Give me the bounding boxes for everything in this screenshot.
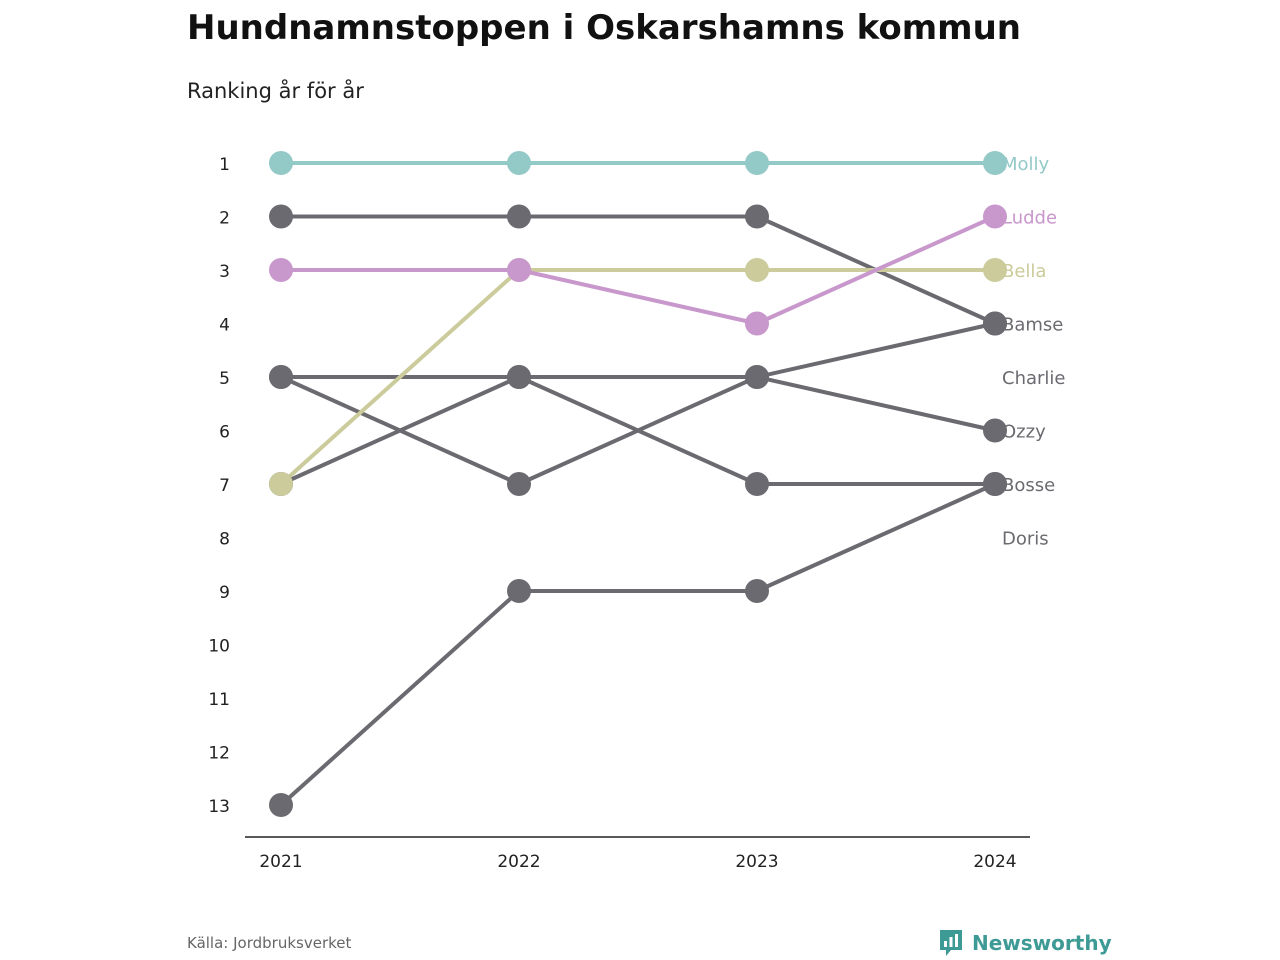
series-point-bamse	[269, 204, 293, 229]
series-line-doris	[279, 482, 997, 807]
y-tick-label: 1	[219, 155, 230, 175]
end-label-ozzy: Ozzy	[1002, 422, 1046, 443]
chart-title: Hundnamnstoppen i Oskarshamns kommun	[187, 8, 1021, 48]
series-point-ludde	[507, 258, 531, 282]
y-tick-label: 11	[208, 690, 230, 710]
y-tick-label: 8	[219, 530, 230, 550]
y-tick-label: 4	[219, 316, 230, 336]
series-point-charlie	[507, 472, 531, 496]
y-tick-label: 10	[208, 637, 230, 657]
series-points	[269, 151, 1007, 817]
series-point-bamse	[507, 204, 531, 229]
series-point-doris	[507, 579, 531, 603]
y-tick-label: 2	[219, 209, 230, 229]
y-tick-label: 3	[219, 262, 230, 282]
end-label-bamse: Bamse	[1002, 315, 1063, 336]
x-tick-label: 2022	[497, 852, 540, 872]
y-tick-label: 13	[208, 797, 230, 817]
end-label-molly: Molly	[1002, 154, 1050, 175]
newsworthy-logo-icon	[940, 930, 962, 956]
series-point-charlie	[745, 365, 769, 389]
y-tick-label: 5	[219, 369, 230, 389]
end-label-bella: Bella	[1002, 261, 1046, 282]
series-point-bella	[983, 258, 1007, 282]
end-label-bosse: Bosse	[1002, 475, 1055, 496]
series-line-charlie	[279, 321, 997, 486]
y-tick-label: 6	[219, 423, 230, 443]
series-point-ludde	[269, 258, 293, 282]
series-point-bella	[745, 258, 769, 282]
series-point-charlie	[269, 365, 293, 389]
series-point-doris	[269, 793, 293, 817]
x-axis-ticks: 2021 2022 2023 2024	[259, 852, 1016, 872]
y-tick-label: 12	[208, 744, 230, 764]
series-point-bamse	[745, 204, 769, 229]
series-point-bosse	[745, 472, 769, 496]
end-label-ludde: Ludde	[1002, 208, 1057, 229]
y-tick-label: 7	[219, 476, 230, 496]
series-point-bosse	[983, 472, 1007, 496]
source-note: Källa: Jordbruksverket	[187, 934, 352, 952]
series-point-ozzy	[507, 365, 531, 389]
x-tick-label: 2024	[973, 852, 1016, 872]
series-point-bella	[269, 472, 293, 496]
x-tick-label: 2023	[735, 852, 778, 872]
series-point-molly	[983, 151, 1007, 175]
end-label-charlie: Charlie	[1002, 368, 1065, 389]
series-line-ludde	[279, 214, 997, 326]
series-point-doris	[745, 579, 769, 603]
series-point-bamse	[983, 311, 1007, 336]
brand-name: Newsworthy	[972, 931, 1112, 955]
y-tick-label: 9	[219, 583, 230, 603]
brand-logo[interactable]: Newsworthy	[938, 928, 1112, 958]
series-lines	[279, 161, 997, 807]
x-tick-label: 2021	[259, 852, 302, 872]
series-point-molly	[745, 151, 769, 175]
series-point-ozzy	[983, 418, 1007, 443]
series-point-ludde	[745, 311, 769, 336]
end-labels: Molly Ludde Bella Bamse Charlie Ozzy Bosse Dori…	[1002, 154, 1065, 550]
chart-subtitle: Ranking år för år	[187, 79, 364, 103]
series-point-ludde	[983, 204, 1007, 229]
series-point-molly	[269, 151, 293, 175]
series-point-molly	[507, 151, 531, 175]
end-label-doris: Doris	[1002, 529, 1049, 550]
